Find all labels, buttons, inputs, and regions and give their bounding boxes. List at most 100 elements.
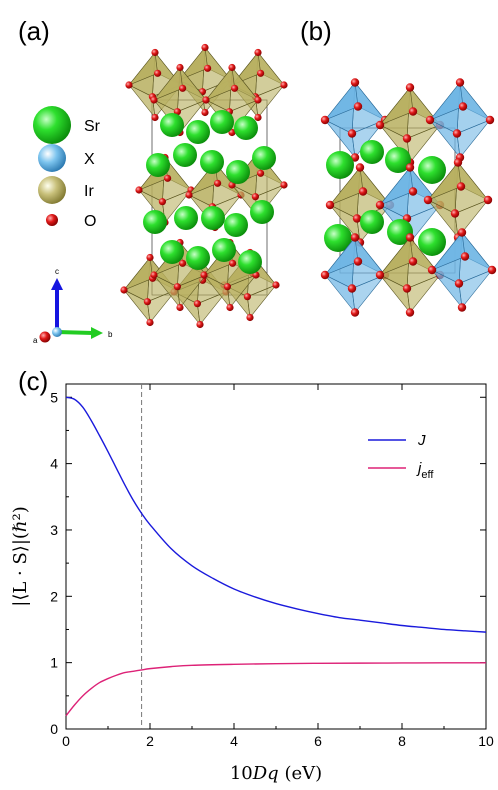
oxygen-atom	[272, 281, 280, 289]
x-tick-label: 8	[398, 733, 406, 749]
sr-atom	[160, 240, 184, 264]
oxygen-atom	[405, 233, 415, 242]
crystal-structures: Sr X Ir O c a b	[33, 43, 497, 345]
oxygen-atom	[408, 187, 418, 196]
structure-a	[120, 43, 288, 329]
oxygen-atom	[455, 78, 465, 87]
oxygen-atom	[457, 228, 467, 237]
y-tick-label: 1	[50, 655, 58, 671]
sr-atom	[234, 116, 258, 140]
oxygen-atom	[483, 195, 493, 205]
oxygen-atom	[405, 83, 415, 92]
oxygen-atom	[243, 293, 251, 301]
sr-atom	[173, 143, 197, 167]
octahedron-face	[227, 274, 257, 309]
oxygen-atom	[185, 191, 193, 199]
sr-atom	[324, 224, 352, 252]
oxygen-atom	[176, 63, 184, 72]
oxygen-atom	[454, 279, 464, 288]
oxygen-atom	[150, 271, 158, 279]
octahedron-face	[197, 291, 227, 326]
oxygen-atom	[353, 102, 363, 111]
oxygen-atom	[456, 182, 466, 191]
sr-atom	[385, 147, 411, 173]
legend-atom-x	[38, 144, 66, 172]
b-axis-arrowhead	[91, 327, 103, 339]
x-tick-label: 10	[478, 733, 494, 749]
sr-atom	[174, 206, 198, 230]
oxygen-atom	[352, 214, 362, 223]
oxygen-atom	[350, 308, 360, 317]
y-tick-label: 4	[50, 456, 58, 472]
oxygen-atom	[196, 320, 204, 329]
octahedron-face	[324, 236, 359, 276]
oxygen-atom	[246, 313, 254, 322]
oxygen-atom	[405, 308, 415, 317]
oxygen-atom	[158, 198, 166, 206]
oxygen-atom	[151, 113, 159, 122]
octahedron-face	[379, 166, 414, 206]
legend-atom-ir	[38, 176, 66, 204]
oxygen-atom	[487, 265, 497, 275]
octahedron-face	[162, 189, 192, 224]
oxygen-atom	[423, 195, 433, 205]
octahedron-face	[255, 84, 285, 119]
oxygen-atom	[450, 209, 460, 218]
sr-atom	[143, 210, 167, 234]
series-line-jeff	[65, 662, 487, 717]
octahedron-face	[406, 124, 441, 164]
sr-atom	[201, 206, 225, 230]
oxygen-atom	[143, 298, 151, 306]
sr-atom	[252, 146, 276, 170]
oxygen-atom	[231, 84, 239, 92]
oxygen-atom	[358, 187, 368, 196]
oxygen-atom	[135, 186, 143, 194]
oxygen-atom	[425, 115, 435, 125]
octahedron-face	[153, 66, 183, 101]
octahedron-face	[205, 66, 235, 101]
sr-atom	[360, 140, 384, 164]
x-tick-label: 0	[62, 733, 70, 749]
oxygen-atom	[173, 108, 181, 116]
panel-label-b: (b)	[300, 16, 332, 46]
oxygen-atom	[228, 63, 236, 72]
oxygen-atom	[164, 174, 172, 182]
c-axis-arrowhead	[51, 278, 63, 290]
octahedron-face	[351, 119, 386, 159]
panel-label-c: (c)	[18, 366, 49, 396]
oxygen-atom	[151, 48, 159, 57]
octahedron-face	[454, 199, 489, 239]
oxygen-atom	[254, 48, 262, 57]
oxygen-atom	[179, 84, 187, 92]
oxygen-atom	[350, 233, 360, 242]
b-axis-arrow	[56, 330, 94, 335]
octahedron-face	[458, 269, 493, 309]
structure-b	[320, 78, 497, 317]
oxygen-atom	[280, 81, 288, 89]
oxygen-atom	[223, 283, 231, 291]
oxygen-atom	[254, 113, 262, 122]
oxygen-atom	[257, 169, 265, 177]
oxygen-atom	[405, 163, 415, 172]
sr-atom	[418, 156, 446, 184]
octahedron-face	[379, 236, 414, 276]
sr-atom	[146, 153, 170, 177]
oxygen-atom	[485, 115, 495, 125]
sr-atom	[250, 200, 274, 224]
oxygen-atom	[320, 115, 330, 125]
x-tick-label: 6	[314, 733, 322, 749]
sr-atom	[160, 113, 184, 137]
oxygen-atom	[200, 271, 208, 279]
oxygen-atom	[453, 158, 463, 167]
oxygen-atom	[402, 134, 412, 143]
oxygen-atom	[427, 265, 437, 275]
oxygen-atom	[176, 303, 184, 312]
atom-legend: Sr X Ir O	[33, 106, 101, 230]
oxygen-atom	[204, 64, 212, 72]
oxygen-atom	[402, 284, 412, 293]
oxygen-atom	[460, 252, 470, 261]
y-tick-label: 5	[50, 389, 58, 405]
y-tick-label: 0	[50, 721, 58, 737]
y-axis-title: |⟨L · S⟩|(ℏ²)	[10, 506, 31, 606]
legend-label-sr: Sr	[84, 118, 101, 135]
